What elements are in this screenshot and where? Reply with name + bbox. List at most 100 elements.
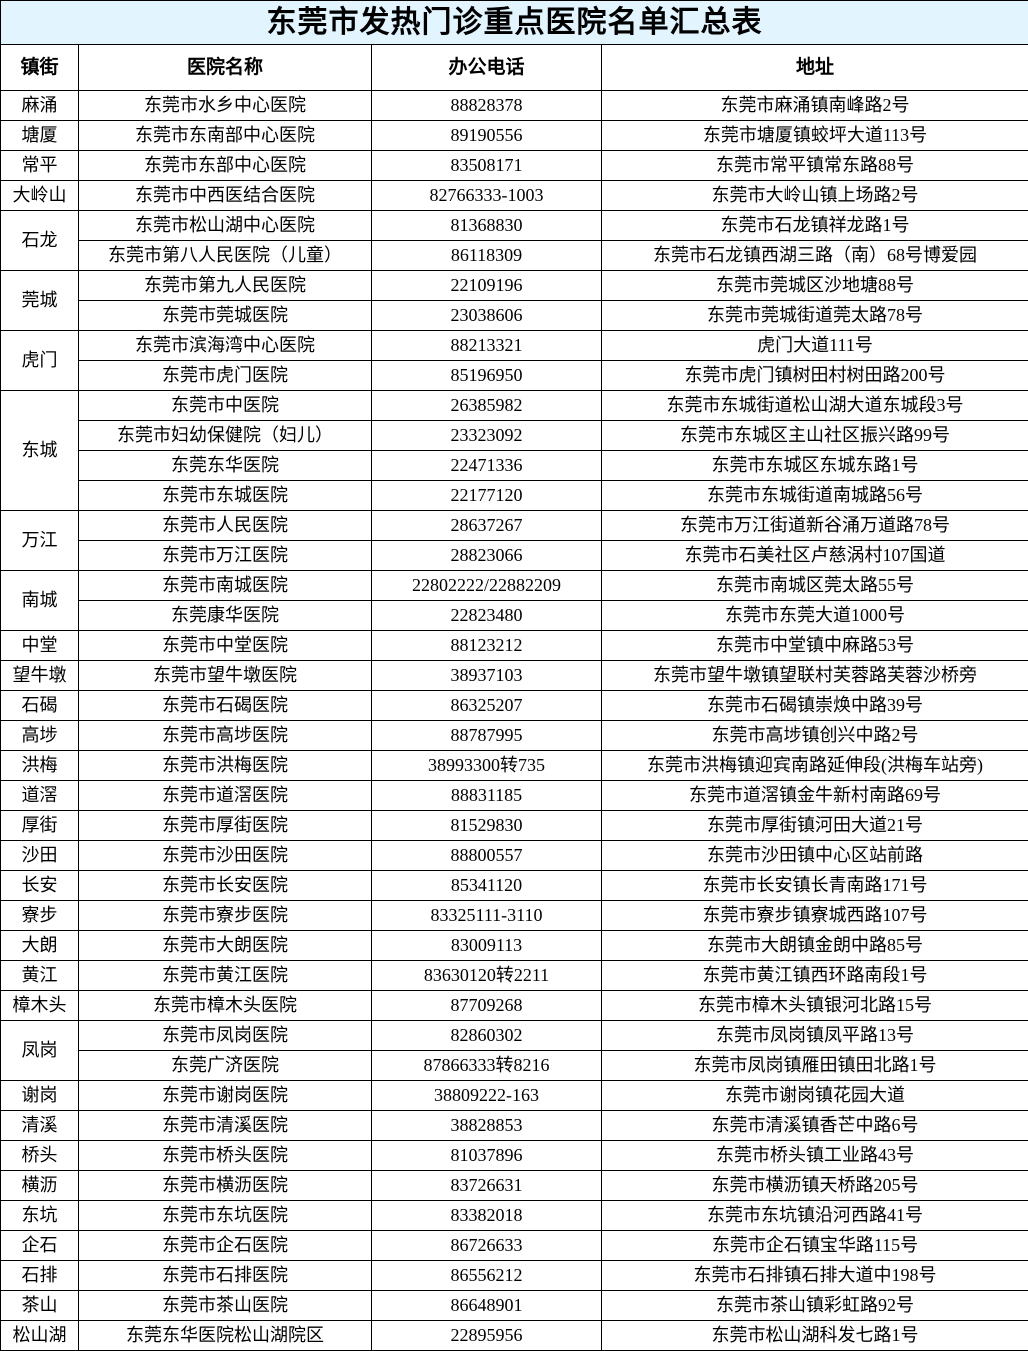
cell-address: 东莞市清溪镇香芒中路6号 xyxy=(602,1111,1028,1141)
cell-address: 东莞市谢岗镇花园大道 xyxy=(602,1081,1028,1111)
cell-hospital-name: 东莞市黄江医院 xyxy=(79,961,372,991)
cell-hospital-name: 东莞东华医院松山湖院区 xyxy=(79,1321,372,1351)
cell-address: 东莞市望牛墩镇望联村芙蓉路芙蓉沙桥旁 xyxy=(602,661,1028,691)
cell-hospital-name: 东莞市东南部中心医院 xyxy=(79,121,372,151)
cell-address: 东莞市石碣镇崇焕中路39号 xyxy=(602,691,1028,721)
cell-town: 道滘 xyxy=(1,781,79,811)
cell-office-phone: 81037896 xyxy=(372,1141,602,1171)
cell-address: 东莞市黄江镇西环路南段1号 xyxy=(602,961,1028,991)
cell-hospital-name: 东莞市虎门医院 xyxy=(79,361,372,391)
cell-hospital-name: 东莞市第八人民医院（儿童） xyxy=(79,241,372,271)
cell-office-phone: 22471336 xyxy=(372,451,602,481)
cell-office-phone: 88800557 xyxy=(372,841,602,871)
cell-office-phone: 38993300转735 xyxy=(372,751,602,781)
cell-office-phone: 22109196 xyxy=(372,271,602,301)
cell-hospital-name: 东莞市樟木头医院 xyxy=(79,991,372,1021)
cell-address: 东莞市凤岗镇凤平路13号 xyxy=(602,1021,1028,1051)
cell-office-phone: 87866333转8216 xyxy=(372,1051,602,1081)
cell-office-phone: 88828378 xyxy=(372,91,602,121)
cell-hospital-name: 东莞市清溪医院 xyxy=(79,1111,372,1141)
cell-town: 塘厦 xyxy=(1,121,79,151)
header-row: 镇街 医院名称 办公电话 地址 xyxy=(1,45,1028,91)
cell-address: 东莞市寮步镇寮城西路107号 xyxy=(602,901,1028,931)
cell-office-phone: 85341120 xyxy=(372,871,602,901)
cell-hospital-name: 东莞市万江医院 xyxy=(79,541,372,571)
cell-address: 东莞市桥头镇工业路43号 xyxy=(602,1141,1028,1171)
cell-address: 东莞市樟木头镇银河北路15号 xyxy=(602,991,1028,1021)
cell-office-phone: 28637267 xyxy=(372,511,602,541)
cell-town: 望牛墩 xyxy=(1,661,79,691)
cell-hospital-name: 东莞市横沥医院 xyxy=(79,1171,372,1201)
cell-address: 东莞市高埗镇创兴中路2号 xyxy=(602,721,1028,751)
cell-town: 石排 xyxy=(1,1261,79,1291)
cell-town: 常平 xyxy=(1,151,79,181)
cell-hospital-name: 东莞市东城医院 xyxy=(79,481,372,511)
cell-office-phone: 22823480 xyxy=(372,601,602,631)
cell-address: 东莞市东城街道南城路56号 xyxy=(602,481,1028,511)
cell-office-phone: 22177120 xyxy=(372,481,602,511)
cell-address: 东莞市横沥镇天桥路205号 xyxy=(602,1171,1028,1201)
cell-address: 东莞市莞城街道莞太路78号 xyxy=(602,301,1028,331)
page-title: 东莞市发热门诊重点医院名单汇总表 xyxy=(1,1,1028,45)
cell-office-phone: 88213321 xyxy=(372,331,602,361)
cell-town: 大朗 xyxy=(1,931,79,961)
cell-hospital-name: 东莞市石碣医院 xyxy=(79,691,372,721)
cell-office-phone: 85196950 xyxy=(372,361,602,391)
cell-hospital-name: 东莞市望牛墩医院 xyxy=(79,661,372,691)
column-header-addr: 地址 xyxy=(602,45,1028,91)
cell-town: 高埗 xyxy=(1,721,79,751)
cell-address: 东莞市麻涌镇南峰路2号 xyxy=(602,91,1028,121)
cell-hospital-name: 东莞市南城医院 xyxy=(79,571,372,601)
cell-hospital-name: 东莞市东坑医院 xyxy=(79,1201,372,1231)
cell-hospital-name: 东莞市妇幼保健院（妇儿） xyxy=(79,421,372,451)
cell-office-phone: 82766333-1003 xyxy=(372,181,602,211)
cell-address: 东莞市常平镇常东路88号 xyxy=(602,151,1028,181)
cell-town: 石碣 xyxy=(1,691,79,721)
cell-town: 万江 xyxy=(1,511,79,571)
cell-hospital-name: 东莞市寮步医院 xyxy=(79,901,372,931)
cell-hospital-name: 东莞市松山湖中心医院 xyxy=(79,211,372,241)
cell-hospital-name: 东莞市洪梅医院 xyxy=(79,751,372,781)
cell-office-phone: 28823066 xyxy=(372,541,602,571)
cell-hospital-name: 东莞市中西医结合医院 xyxy=(79,181,372,211)
cell-town: 长安 xyxy=(1,871,79,901)
cell-address: 东莞市企石镇宝华路115号 xyxy=(602,1231,1028,1261)
cell-town: 黄江 xyxy=(1,961,79,991)
cell-office-phone: 38828853 xyxy=(372,1111,602,1141)
cell-address: 东莞市中堂镇中麻路53号 xyxy=(602,631,1028,661)
cell-office-phone: 23038606 xyxy=(372,301,602,331)
cell-address: 东莞市石美社区卢慈涡村107国道 xyxy=(602,541,1028,571)
cell-office-phone: 83009113 xyxy=(372,931,602,961)
cell-office-phone: 23323092 xyxy=(372,421,602,451)
cell-hospital-name: 东莞市人民医院 xyxy=(79,511,372,541)
cell-hospital-name: 东莞市长安医院 xyxy=(79,871,372,901)
cell-hospital-name: 东莞市中医院 xyxy=(79,391,372,421)
cell-office-phone: 22802222/22882209 xyxy=(372,571,602,601)
cell-address: 东莞市厚街镇河田大道21号 xyxy=(602,811,1028,841)
cell-address: 东莞市东城区东城东路1号 xyxy=(602,451,1028,481)
cell-office-phone: 26385982 xyxy=(372,391,602,421)
cell-office-phone: 83726631 xyxy=(372,1171,602,1201)
cell-hospital-name: 东莞市道滘医院 xyxy=(79,781,372,811)
cell-address: 东莞市道滘镇金牛新村南路69号 xyxy=(602,781,1028,811)
